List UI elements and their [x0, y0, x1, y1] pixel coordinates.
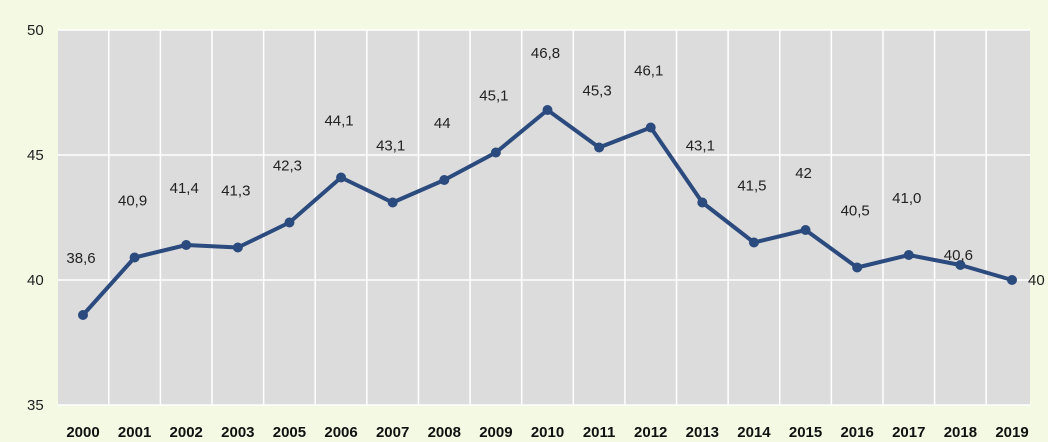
data-label: 40,5: [841, 203, 870, 220]
x-tick-label: 2007: [376, 424, 409, 441]
y-tick-label: 35: [27, 397, 44, 414]
data-label: 38,6: [66, 250, 95, 267]
data-point: [387, 197, 398, 208]
data-label: 43,1: [686, 138, 715, 155]
data-point: [903, 250, 914, 260]
data-point: [181, 240, 192, 250]
data-label: 41,4: [170, 180, 199, 197]
data-label: 41,5: [737, 178, 766, 195]
data-label: 40,9: [118, 193, 147, 210]
x-tick-label: 2000: [66, 424, 99, 441]
data-label: 44,1: [324, 113, 353, 130]
x-tick-label: 2016: [840, 424, 873, 441]
data-label: 43,1: [376, 138, 405, 155]
data-point: [748, 237, 759, 248]
x-tick-label: 2006: [324, 424, 357, 441]
y-tick-label: 50: [27, 22, 44, 39]
x-tick-label: 2018: [944, 424, 977, 441]
data-label: 40: [1028, 272, 1045, 289]
y-tick-label: 45: [27, 147, 44, 164]
data-point: [129, 252, 140, 263]
x-tick-label: 2001: [118, 424, 151, 441]
x-tick-label: 2012: [634, 424, 667, 441]
data-label: 41,3: [221, 183, 250, 200]
x-tick-label: 2014: [737, 424, 771, 441]
data-point: [336, 172, 347, 183]
data-point: [232, 242, 243, 253]
data-point: [1007, 275, 1017, 285]
data-point: [697, 197, 708, 208]
x-tick-label: 2009: [479, 424, 512, 441]
data-label: 45,3: [583, 83, 612, 100]
data-label: 44: [434, 115, 451, 132]
plot-area: [58, 30, 1030, 405]
data-point: [490, 147, 501, 158]
x-tick-label: 2017: [892, 424, 925, 441]
data-point: [542, 105, 553, 115]
x-tick-label: 2019: [995, 424, 1028, 441]
x-tick-label: 2003: [221, 424, 254, 441]
x-tick-label: 2011: [583, 424, 616, 441]
data-point: [955, 260, 966, 270]
data-point: [800, 225, 811, 235]
x-tick-label: 2008: [428, 424, 461, 441]
data-point: [594, 142, 605, 153]
y-tick-label: 40: [27, 272, 44, 289]
data-point: [645, 122, 656, 133]
x-tick-label: 2013: [686, 424, 719, 441]
data-point: [284, 217, 295, 228]
x-tick-label: 2005: [273, 424, 306, 441]
data-label: 42: [795, 165, 812, 182]
x-tick-label: 2002: [170, 424, 203, 441]
data-label: 41,0: [892, 190, 921, 207]
data-label: 42,3: [273, 158, 302, 175]
data-label: 46,8: [531, 45, 560, 62]
x-tick-label: 2010: [531, 424, 564, 441]
data-point: [78, 310, 88, 320]
data-label: 46,1: [634, 63, 663, 80]
data-label: 45,1: [479, 88, 508, 105]
x-tick-label: 2015: [789, 424, 822, 441]
data-point: [439, 175, 450, 185]
data-label: 40,6: [944, 247, 973, 264]
data-point: [852, 262, 863, 273]
